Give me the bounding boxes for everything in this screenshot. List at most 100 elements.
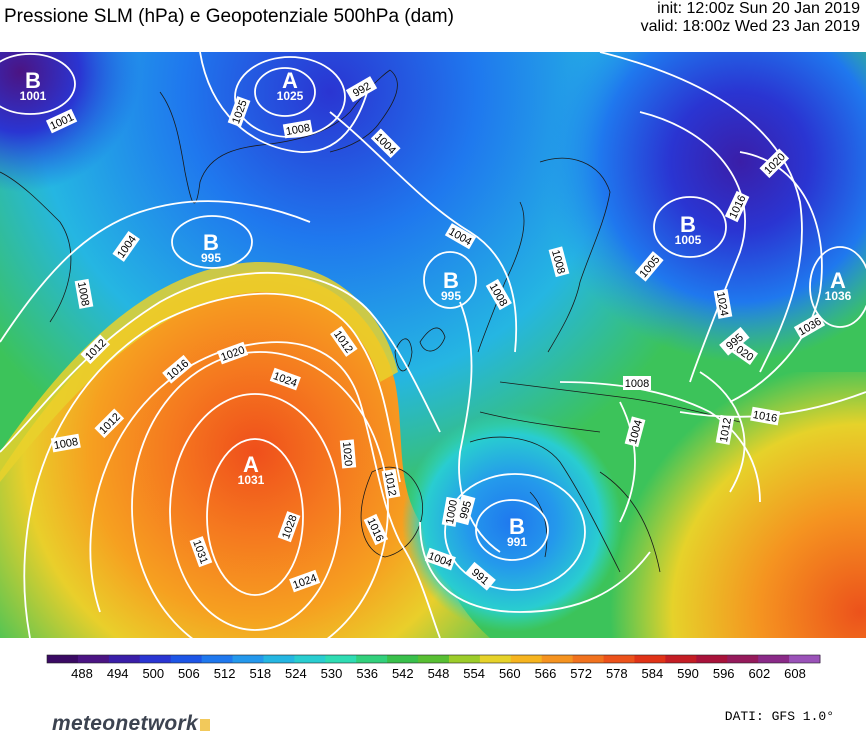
isobar-low-1005 bbox=[653, 196, 727, 258]
legend-tick-label: 566 bbox=[535, 666, 557, 681]
isobar-1024-east bbox=[729, 151, 823, 403]
svg-text:1031: 1031 bbox=[238, 473, 265, 487]
legend-tick-label: 536 bbox=[356, 666, 378, 681]
legend-tick-label: 494 bbox=[107, 666, 129, 681]
isobar-greenland-1 bbox=[199, 52, 371, 153]
legend-tick-label: 608 bbox=[784, 666, 806, 681]
svg-text:1025: 1025 bbox=[277, 89, 304, 103]
svg-text:A: A bbox=[243, 452, 259, 477]
svg-text:1008: 1008 bbox=[53, 436, 79, 452]
legend-swatch bbox=[758, 655, 790, 663]
field-med-low bbox=[380, 412, 640, 638]
svg-text:995: 995 bbox=[201, 251, 221, 265]
legend-swatches bbox=[46, 654, 821, 664]
isobar-low-995-uk bbox=[423, 251, 477, 309]
legend-tick-label: 530 bbox=[321, 666, 343, 681]
map-title: Pressione SLM (hPa) e Geopotenziale 500h… bbox=[4, 6, 454, 27]
isobar-1020-east bbox=[599, 52, 803, 373]
legend-frame bbox=[46, 654, 821, 664]
field-atlantic-high bbox=[0, 271, 490, 638]
legend-swatch bbox=[479, 655, 512, 663]
legend-tick-label: 542 bbox=[392, 666, 414, 681]
isobar-label: 1020 bbox=[339, 439, 357, 469]
legend-swatch bbox=[696, 655, 728, 663]
legend-swatch bbox=[108, 655, 141, 663]
legend-swatch bbox=[232, 655, 264, 663]
isobar-low-1001 bbox=[0, 53, 76, 115]
svg-text:991: 991 bbox=[507, 535, 527, 549]
legend-swatch bbox=[387, 655, 419, 663]
legend-swatch bbox=[139, 655, 172, 663]
legend-tick-label: 512 bbox=[214, 666, 236, 681]
valid-time: valid: 18:00z Wed 23 Jan 2019 bbox=[640, 18, 860, 35]
legend-swatch bbox=[603, 655, 635, 663]
legend-swatch bbox=[634, 655, 666, 663]
legend-tick-label: 506 bbox=[178, 666, 200, 681]
svg-text:1008: 1008 bbox=[625, 378, 649, 390]
meteonetwork-logo: meteonetwork bbox=[52, 712, 210, 736]
isobar-high-atlantic-3 bbox=[131, 351, 389, 638]
run-info: init: 12:00z Sun 20 Jan 2019 valid: 18:0… bbox=[641, 0, 860, 36]
isobar-label: 1012 bbox=[381, 468, 401, 499]
legend-tick-label: 590 bbox=[677, 666, 699, 681]
legend-tick-label: 572 bbox=[570, 666, 592, 681]
legend-swatch bbox=[665, 655, 697, 663]
isobar-1008-central bbox=[458, 301, 501, 553]
legend-swatch bbox=[325, 655, 357, 663]
legend-tick-label: 584 bbox=[642, 666, 664, 681]
coastlines bbox=[0, 69, 741, 573]
isobar-high-1036 bbox=[809, 246, 866, 328]
isobar-label: 1008 bbox=[282, 119, 313, 139]
isobar-1008 bbox=[0, 271, 441, 453]
legend-tick-label: 602 bbox=[749, 666, 771, 681]
legend-swatch bbox=[201, 655, 234, 663]
isobar-label: 1012 bbox=[715, 414, 735, 445]
svg-text:995: 995 bbox=[441, 289, 461, 303]
legend-tick-label: 596 bbox=[713, 666, 735, 681]
svg-text:B: B bbox=[509, 514, 525, 539]
svg-text:1012: 1012 bbox=[382, 471, 398, 497]
svg-text:1008: 1008 bbox=[75, 281, 91, 307]
legend-swatch bbox=[510, 655, 543, 663]
svg-text:1012: 1012 bbox=[718, 417, 734, 443]
isobars bbox=[0, 52, 866, 638]
legend-swatch bbox=[572, 655, 605, 663]
logo-square-icon bbox=[199, 719, 210, 731]
isobar-label: 1008 bbox=[74, 278, 94, 309]
legend-tick-label: 548 bbox=[428, 666, 450, 681]
legend-swatch bbox=[541, 655, 574, 663]
legend-swatch bbox=[170, 655, 203, 663]
legend-swatch bbox=[356, 655, 388, 663]
legend-ticks: 488 494 500 506 512 518 524 530 536 542 548 554 560 5… bbox=[71, 666, 806, 681]
isobar-low-995-west bbox=[171, 215, 253, 269]
data-source: DATI: GFS 1.0° bbox=[724, 709, 834, 724]
isobar-label: 1024 bbox=[713, 288, 733, 319]
svg-text:1016: 1016 bbox=[752, 409, 778, 425]
isobar-labels: 992 1008 1004 1020 1016 1004 1004 1008 1… bbox=[45, 76, 826, 593]
isobar-label: 1016 bbox=[750, 406, 781, 426]
svg-text:1008: 1008 bbox=[285, 122, 311, 138]
legend-swatch bbox=[789, 655, 821, 663]
color-legend: 488 494 500 506 512 518 524 530 536 542 548 554 560 5… bbox=[46, 654, 821, 681]
init-time: init: 12:00z Sun 20 Jan 2019 bbox=[657, 0, 860, 17]
svg-text:B: B bbox=[680, 212, 696, 237]
legend-swatch bbox=[448, 655, 481, 663]
legend-swatch bbox=[418, 655, 450, 663]
legend-swatch bbox=[263, 655, 295, 663]
isobar-label: 1008 bbox=[50, 433, 81, 453]
svg-text:B: B bbox=[25, 68, 41, 93]
svg-text:1001: 1001 bbox=[20, 89, 47, 103]
svg-text:1020: 1020 bbox=[340, 441, 354, 466]
isobar-1004-med bbox=[419, 521, 651, 613]
isobar-label: 1008 bbox=[623, 376, 651, 390]
isobar-1012 bbox=[23, 292, 401, 638]
legend-swatch bbox=[727, 655, 759, 663]
isobar-1004-se bbox=[619, 401, 636, 523]
